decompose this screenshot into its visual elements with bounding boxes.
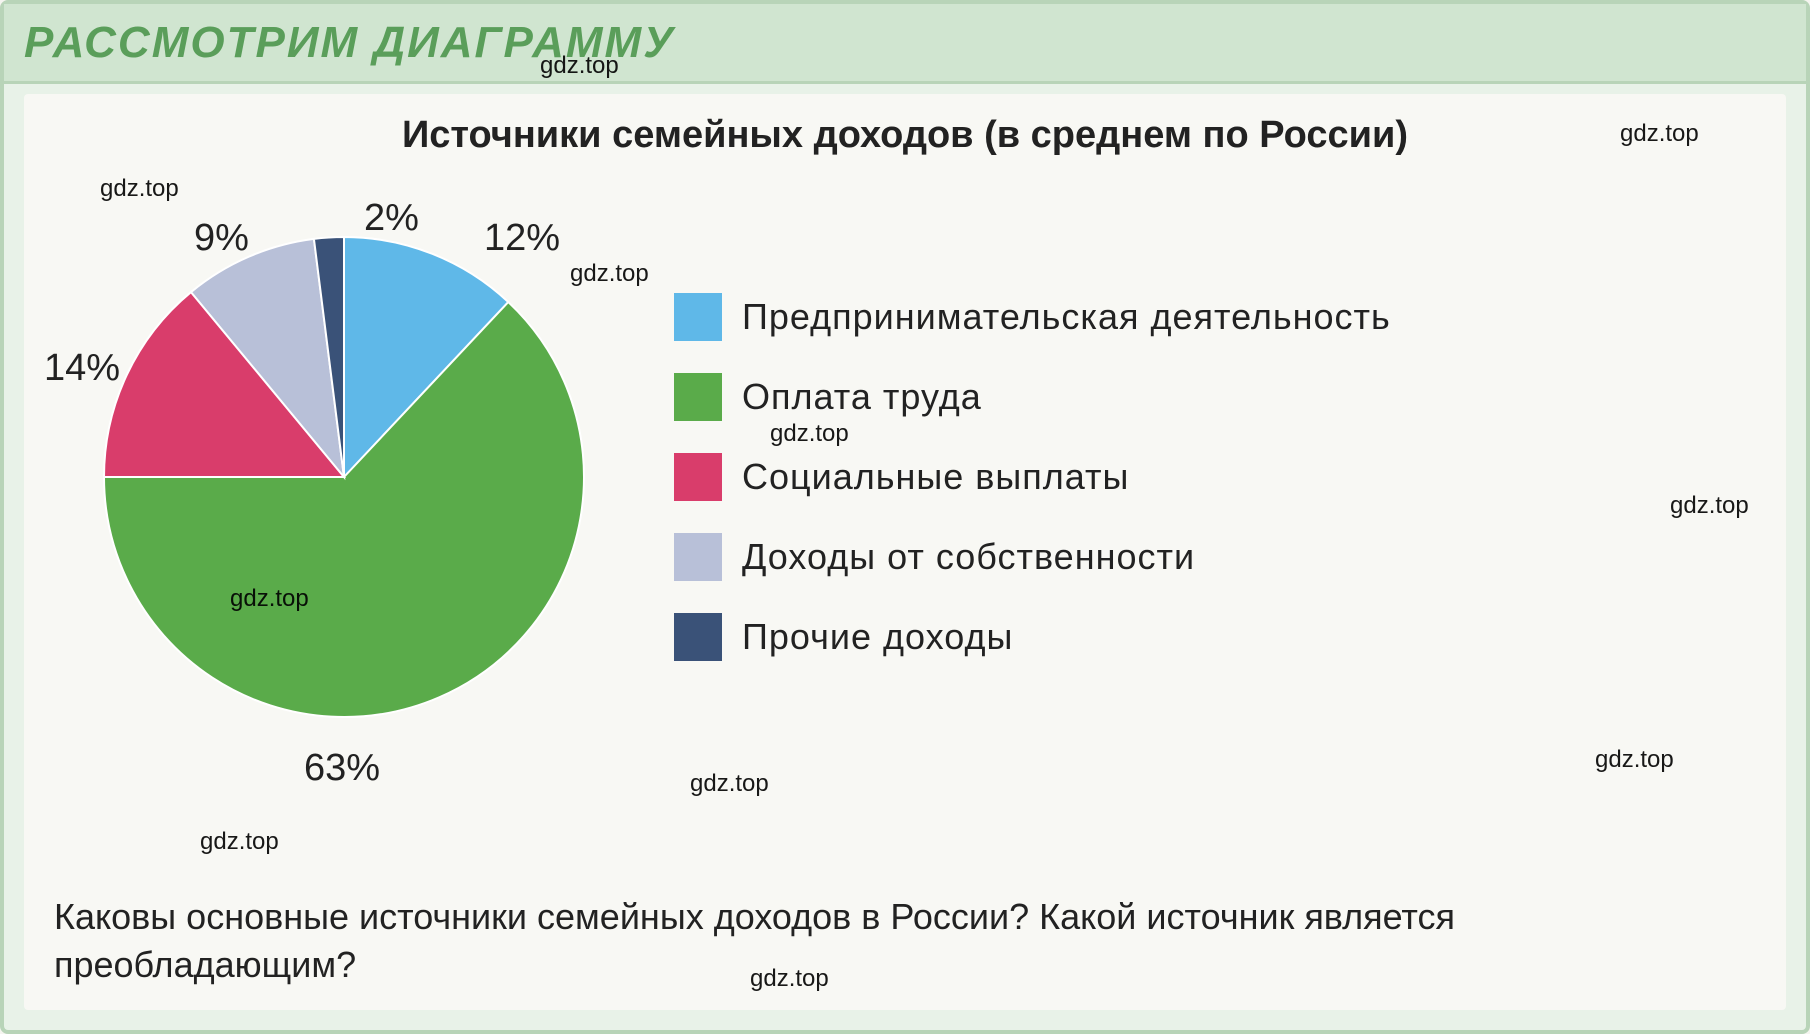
- legend-item: Доходы от собственности: [674, 533, 1391, 581]
- legend-swatch: [674, 613, 722, 661]
- watermark: gdz.top: [540, 52, 619, 80]
- pie-pct-label: 9%: [194, 217, 249, 260]
- pie-pct-label: 2%: [364, 197, 419, 240]
- chart-title: Источники семейных доходов (в среднем по…: [54, 114, 1756, 157]
- legend-item: Социальные выплаты: [674, 453, 1391, 501]
- chart-row: 12%63%14%9%2% Предпринимательская деятел…: [54, 187, 1756, 767]
- question-text: Каковы основные источники семейных доход…: [54, 893, 1756, 990]
- legend-swatch: [674, 453, 722, 501]
- header-bar: РАССМОТРИМ ДИАГРАММУ: [4, 4, 1806, 84]
- watermark: gdz.top: [1620, 120, 1699, 148]
- legend-item: Прочие доходы: [674, 613, 1391, 661]
- legend-label: Оплата труда: [742, 376, 982, 418]
- legend-item: Оплата труда: [674, 373, 1391, 421]
- watermark: gdz.top: [1595, 746, 1674, 774]
- legend-swatch: [674, 293, 722, 341]
- legend-item: Предпринимательская деятельность: [674, 293, 1391, 341]
- legend-swatch: [674, 533, 722, 581]
- legend-label: Доходы от собственности: [742, 536, 1195, 578]
- legend-label: Социальные выплаты: [742, 456, 1129, 498]
- content-area: Источники семейных доходов (в среднем по…: [24, 94, 1786, 1010]
- watermark: gdz.top: [570, 260, 649, 288]
- legend: Предпринимательская деятельность Оплата т…: [674, 293, 1391, 661]
- watermark: gdz.top: [1670, 492, 1749, 520]
- watermark: gdz.top: [690, 770, 769, 798]
- pie-svg: [54, 187, 634, 767]
- pie-pct-label: 63%: [304, 747, 380, 790]
- diagram-panel: РАССМОТРИМ ДИАГРАММУ Источники семейных …: [0, 0, 1810, 1034]
- watermark: gdz.top: [230, 585, 309, 613]
- legend-label: Прочие доходы: [742, 616, 1013, 658]
- legend-swatch: [674, 373, 722, 421]
- pie-chart: 12%63%14%9%2%: [54, 187, 634, 767]
- pie-pct-label: 14%: [44, 347, 120, 390]
- watermark: gdz.top: [770, 420, 849, 448]
- legend-label: Предпринимательская деятельность: [742, 296, 1391, 338]
- pie-pct-label: 12%: [484, 217, 560, 260]
- watermark: gdz.top: [200, 828, 279, 856]
- watermark: gdz.top: [100, 175, 179, 203]
- watermark: gdz.top: [750, 965, 829, 993]
